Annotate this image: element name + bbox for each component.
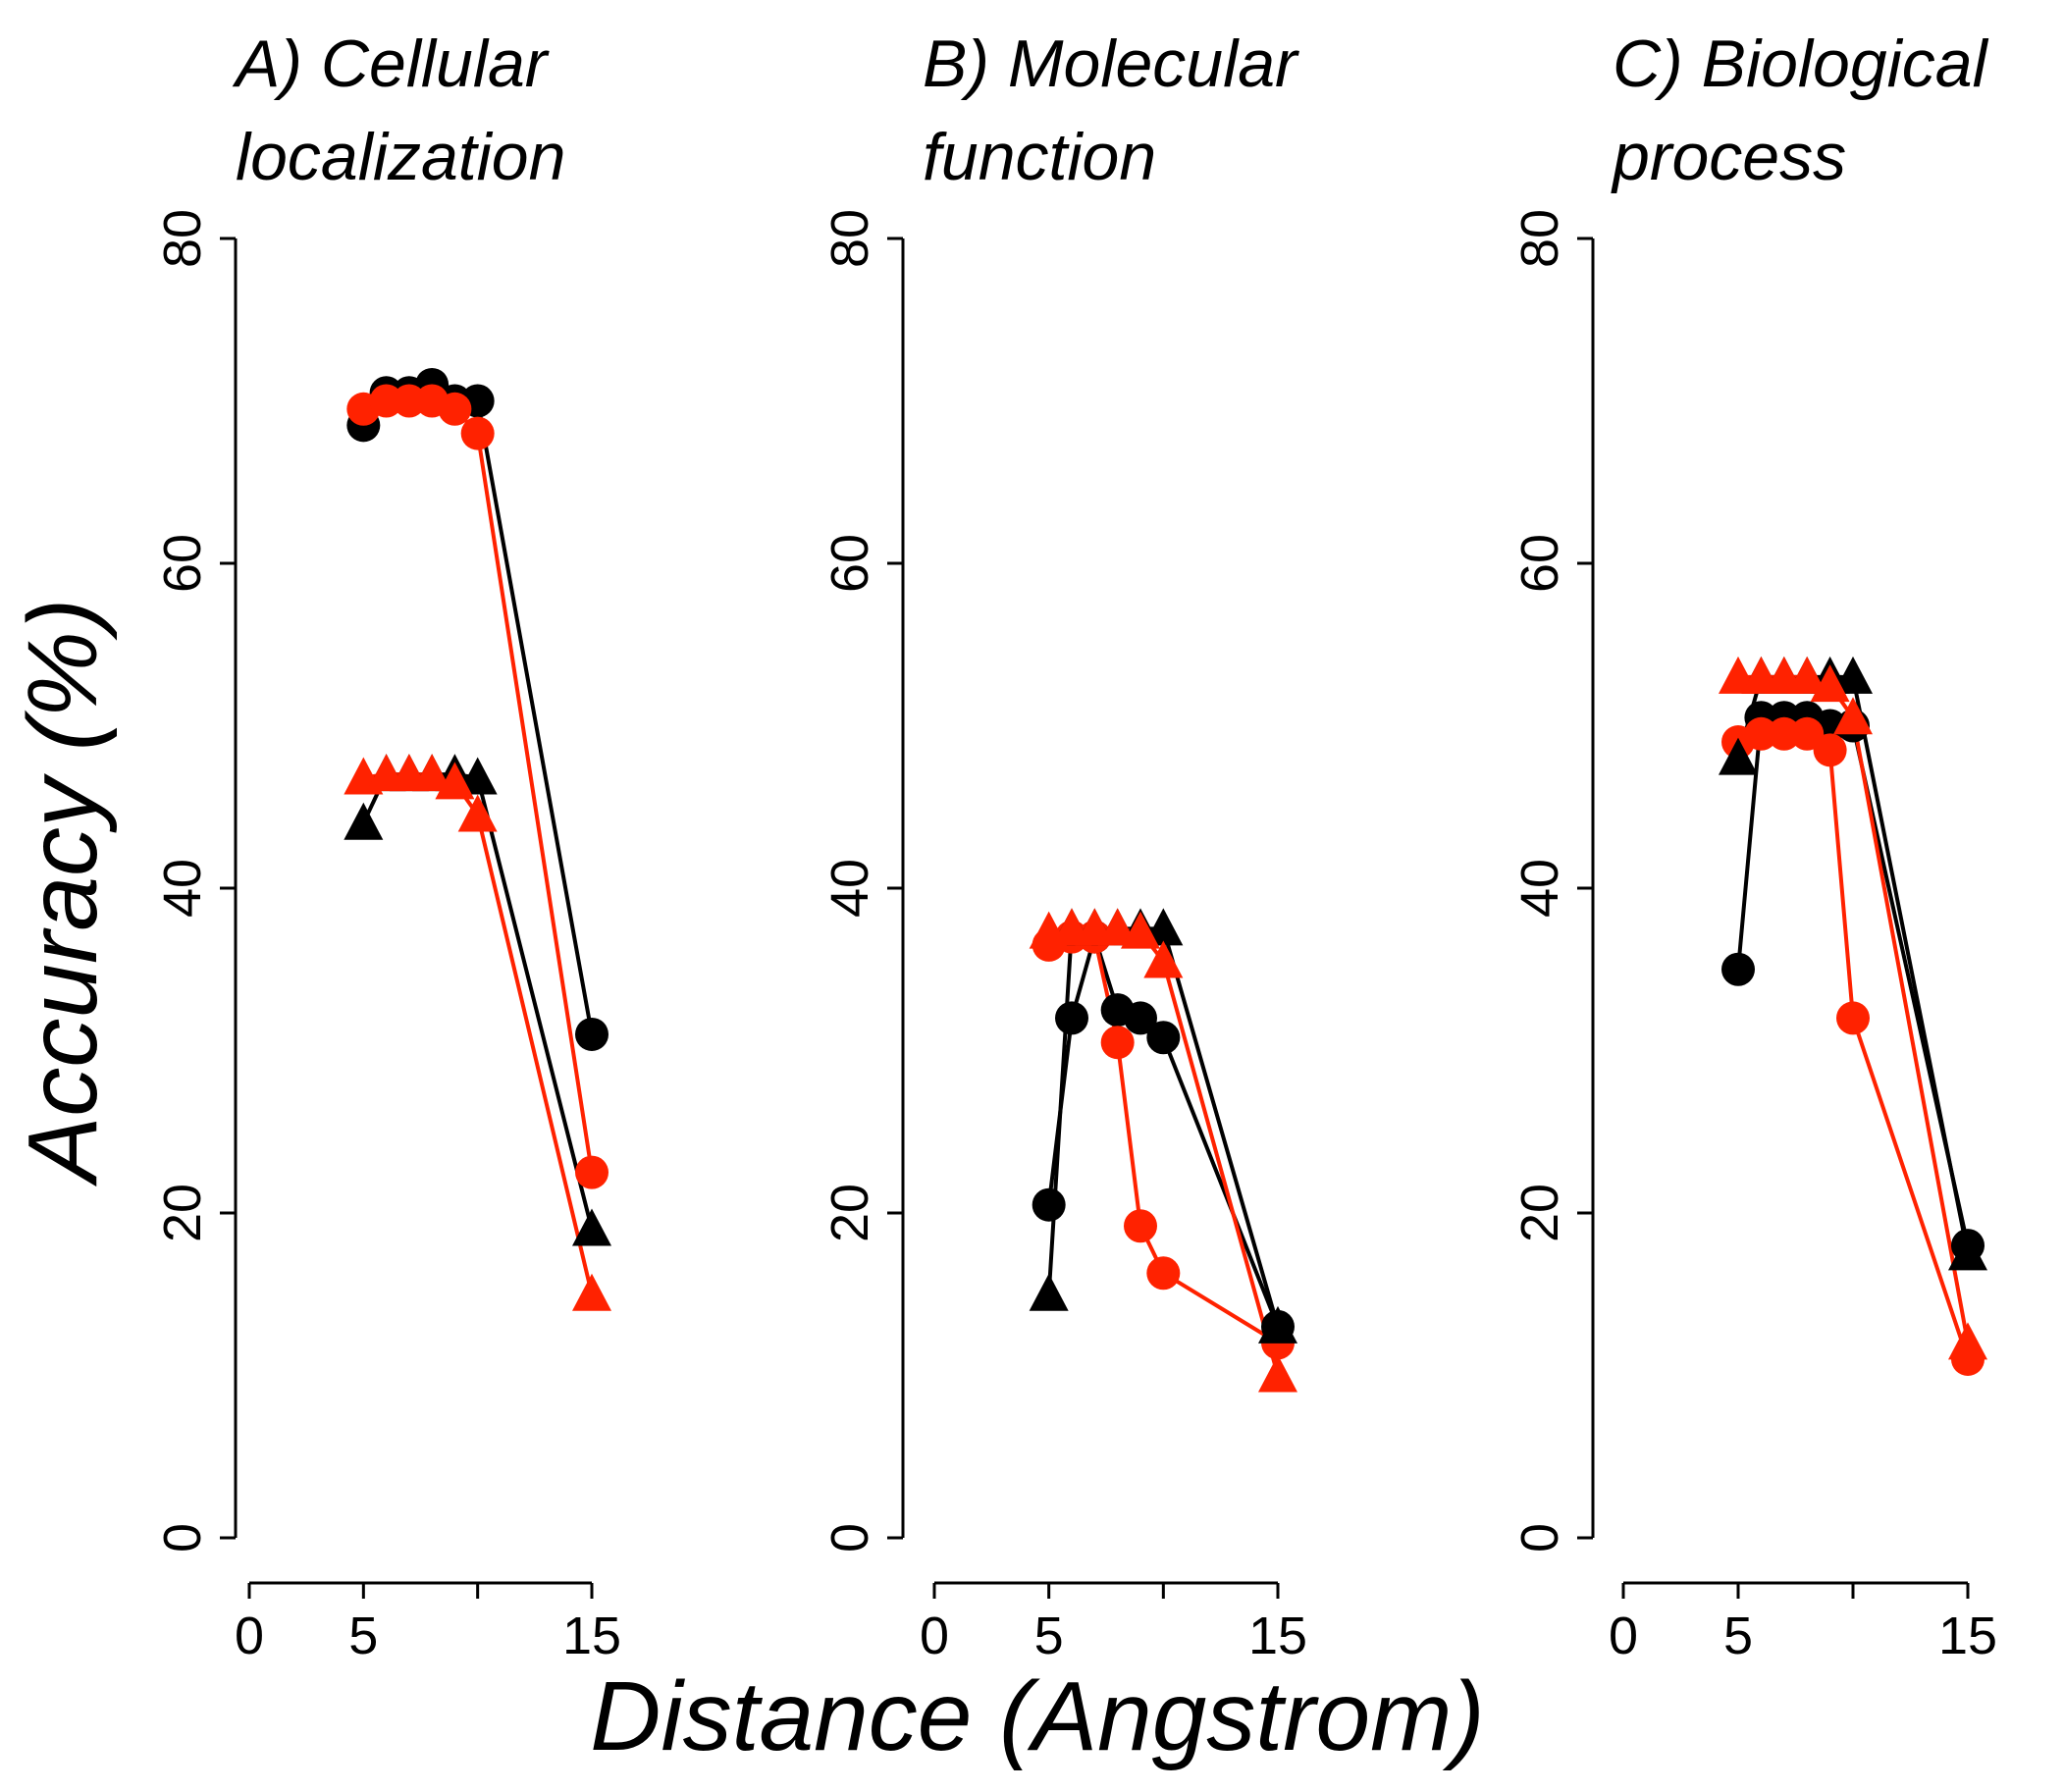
point-red-triangle	[1097, 908, 1138, 946]
point-red-triangle	[457, 794, 498, 832]
point-black-circle	[1032, 1187, 1066, 1222]
point-red-circle	[1124, 1209, 1157, 1243]
y-axis-label: Accuracy (%)	[8, 599, 118, 1187]
y-tick-label: 0	[153, 1523, 212, 1553]
y-tick-label: 60	[1510, 534, 1569, 593]
point-red-triangle	[1143, 940, 1184, 978]
x-tick-label: 15	[1248, 1607, 1307, 1665]
series-line-black-circle	[1736, 715, 1970, 1246]
point-red-triangle	[1258, 1354, 1297, 1393]
x-tick-label: 5	[1723, 1607, 1753, 1665]
panel-title-line2: function	[923, 120, 1156, 194]
point-red-circle	[1813, 733, 1847, 767]
point-red-circle	[1836, 1001, 1870, 1035]
point-red-circle	[438, 392, 472, 426]
panel-title-line2: process	[1611, 120, 1846, 194]
y-tick-label: 40	[153, 859, 212, 918]
point-black-triangle	[1029, 1273, 1069, 1311]
y-tick-label: 40	[1510, 859, 1569, 918]
point-black-triangle	[1948, 1233, 1987, 1271]
x-tick-label: 5	[1034, 1607, 1064, 1665]
x-tick-label: 15	[1938, 1607, 1997, 1665]
point-red-circle	[369, 384, 403, 418]
point-black-triangle	[1143, 908, 1184, 946]
x-tick-label: 5	[348, 1607, 378, 1665]
x-tick-label: 15	[562, 1607, 621, 1665]
x-tick-label: 0	[920, 1607, 949, 1665]
point-red-triangle	[1121, 911, 1160, 949]
y-tick-label: 60	[153, 534, 212, 593]
panel-title-line1: C) Biological	[1613, 26, 1989, 101]
point-red-triangle	[1948, 1322, 1987, 1360]
point-black-triangle	[572, 1208, 611, 1246]
y-tick-label: 20	[153, 1184, 212, 1242]
series-line-red-triangle	[1048, 926, 1280, 1377]
y-tick-label: 0	[820, 1523, 879, 1553]
point-black-triangle	[1833, 656, 1873, 694]
point-red-circle	[460, 416, 495, 450]
panel-title-line1: A) Cellular	[232, 26, 550, 101]
point-black-triangle	[1719, 737, 1758, 775]
point-red-circle	[1146, 1256, 1181, 1291]
panel-title-line2: localization	[236, 120, 565, 194]
panel-2: C) Biological process 0 20 40 60 80 0 5 15	[1510, 26, 1997, 1665]
point-red-triangle	[1833, 697, 1873, 735]
panel-0: A) Cellular localization 0 20 40 60 80 0 5 15	[153, 26, 621, 1665]
panel-title-line1: B) Molecular	[923, 26, 1299, 101]
y-tick-label: 40	[820, 859, 879, 918]
point-red-triangle	[1787, 656, 1827, 694]
point-red-circle	[1744, 716, 1778, 751]
x-tick-label: 0	[1609, 1607, 1638, 1665]
point-red-triangle	[435, 762, 475, 800]
point-black-circle	[1146, 1021, 1181, 1055]
y-tick-label: 20	[820, 1184, 879, 1242]
point-black-circle	[1124, 1001, 1157, 1035]
point-black-circle	[1721, 952, 1755, 986]
point-red-circle	[575, 1155, 609, 1189]
point-red-circle	[1100, 1026, 1135, 1060]
series-line-red-circle	[1737, 731, 1970, 1360]
point-black-triangle	[457, 757, 498, 795]
point-red-triangle	[412, 754, 452, 792]
y-tick-label: 20	[1510, 1184, 1569, 1242]
y-tick-label: 80	[153, 209, 212, 268]
x-tick-label: 0	[235, 1607, 264, 1665]
y-tick-label: 80	[820, 209, 879, 268]
x-axis-label: Distance (Angstrom)	[590, 1661, 1484, 1771]
series-line-black-triangle	[1736, 674, 1970, 1254]
point-red-circle	[1767, 716, 1801, 751]
point-black-triangle	[1258, 1305, 1297, 1344]
point-red-circle	[392, 384, 426, 418]
y-tick-label: 0	[1510, 1523, 1569, 1553]
point-red-triangle	[1810, 664, 1850, 703]
y-tick-label: 60	[820, 534, 879, 593]
y-tick-label: 80	[1510, 209, 1569, 268]
panel-1: B) Molecular function 0 20 40 60 80 0 5 15	[820, 26, 1307, 1665]
point-black-circle	[1055, 1001, 1088, 1035]
point-black-triangle	[344, 802, 384, 840]
point-black-circle	[575, 1017, 609, 1051]
series-line-black-circle	[361, 383, 594, 1035]
point-red-triangle	[572, 1273, 611, 1311]
